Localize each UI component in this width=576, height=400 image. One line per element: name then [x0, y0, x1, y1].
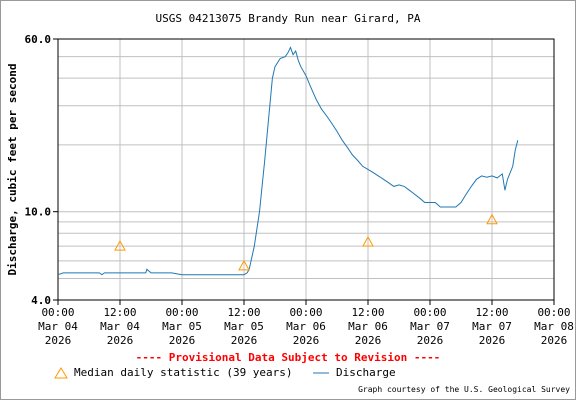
x-tick-label: 00:00: [41, 306, 74, 319]
plot-area: [57, 38, 555, 301]
x-tick-label: 2026: [479, 334, 506, 347]
median-marker: [486, 213, 498, 225]
x-tick-label: 2026: [293, 334, 320, 347]
x-tick-label: 2026: [45, 334, 72, 347]
x-tick-label: 2026: [541, 334, 568, 347]
x-tick-label: 12:00: [351, 306, 384, 319]
x-tick-label: Mar 04: [38, 320, 78, 333]
x-tick-label: 2026: [355, 334, 382, 347]
discharge-series-line: [57, 46, 519, 276]
x-tick-label: 00:00: [165, 306, 198, 319]
x-tick-label: Mar 05: [162, 320, 202, 333]
chart-title: USGS 04213075 Brandy Run near Girard, PA: [155, 12, 421, 25]
x-tick-label: 12:00: [475, 306, 508, 319]
x-tick-label: Mar 06: [286, 320, 326, 333]
triangle-icon: [54, 366, 68, 378]
legend-median: Median daily statistic (39 years): [54, 366, 293, 379]
median-marker: [114, 240, 126, 251]
line-icon: [313, 372, 329, 373]
legend-median-label: Median daily statistic (39 years): [74, 366, 293, 379]
x-tick-label: 00:00: [413, 306, 446, 319]
median-marker: [362, 235, 374, 247]
x-tick-label: 00:00: [537, 306, 570, 319]
provisional-notice: ---- Provisional Data Subject to Revisio…: [135, 351, 441, 364]
median-marker: [238, 259, 250, 271]
y-tick-label: 4.0: [31, 294, 51, 307]
x-tick-label: Mar 07: [472, 320, 512, 333]
x-tick-label: 12:00: [103, 306, 136, 319]
legend-discharge-label: Discharge: [336, 366, 396, 379]
x-tick-label: Mar 06: [348, 320, 388, 333]
courtesy-note: Graph courtesy of the U.S. Geological Su…: [358, 385, 570, 394]
x-tick-label: 12:00: [227, 306, 260, 319]
x-tick-label: Mar 07: [410, 320, 450, 333]
x-tick-label: 2026: [231, 334, 258, 347]
x-tick-label: 2026: [107, 334, 134, 347]
x-tick-label: Mar 04: [100, 320, 140, 333]
y-axis-label: Discharge, cubic feet per second: [6, 64, 19, 276]
y-tick-label: 60.0: [25, 33, 52, 46]
x-tick-label: Mar 05: [224, 320, 264, 333]
legend-discharge: Discharge: [312, 366, 396, 379]
y-tick-label: 10.0: [25, 206, 52, 219]
x-tick-label: 2026: [417, 334, 444, 347]
x-tick-label: 2026: [169, 334, 196, 347]
x-tick-label: 00:00: [289, 306, 322, 319]
x-tick-label: Mar 08: [534, 320, 574, 333]
